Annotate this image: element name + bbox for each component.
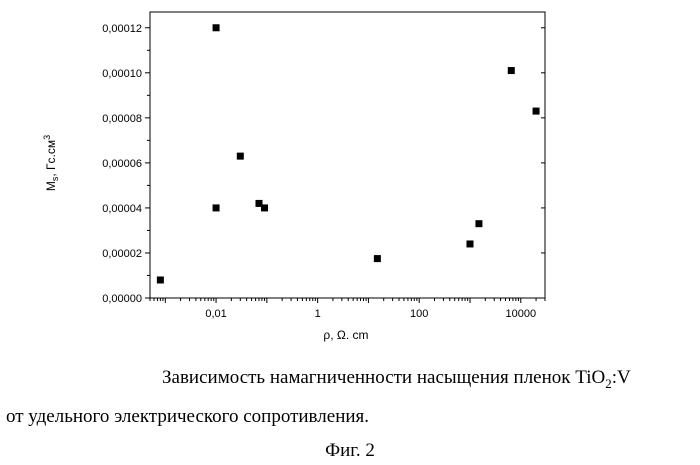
figure-caption-line-2: от удельного электрического сопротивлени… bbox=[6, 406, 370, 427]
y-axis: 0,00000 0,00002 0,00004 0,00006 0,00008 0,000… bbox=[102, 23, 545, 305]
x-tick-label: 10000 bbox=[505, 308, 536, 320]
data-point bbox=[532, 107, 540, 115]
y-axis-label-subscript: s bbox=[50, 176, 60, 181]
figure-caption-line-1: Зависимость намагниченности насыщения пл… bbox=[162, 367, 631, 392]
figure-label: Фиг. 2 bbox=[325, 440, 375, 461]
plot-frame bbox=[149, 11, 546, 299]
y-tick-label: 0,00010 bbox=[102, 68, 142, 80]
scatter-chart: 0,00000 0,00002 0,00004 0,00006 0,00008 0,000… bbox=[42, 11, 546, 342]
y-tick-label: 0,00000 bbox=[102, 293, 142, 305]
data-points bbox=[156, 24, 540, 284]
caption-text-end: :V bbox=[611, 367, 631, 388]
data-point bbox=[212, 204, 220, 212]
plot-border bbox=[149, 11, 546, 299]
y-tick-label: 0,00006 bbox=[102, 158, 142, 170]
data-point bbox=[507, 67, 515, 75]
caption-subscript: 2 bbox=[605, 375, 612, 391]
data-point bbox=[475, 220, 483, 228]
y-axis-label-rest: , Гс.см bbox=[44, 140, 58, 177]
data-point bbox=[236, 152, 244, 160]
y-axis-label-superscript: 3 bbox=[42, 135, 52, 140]
data-point bbox=[212, 24, 220, 32]
y-axis-label-main: M bbox=[44, 181, 58, 191]
y-axis-label: Ms, Гс.см3 bbox=[42, 135, 60, 191]
y-tick-label: 0,00002 bbox=[102, 248, 142, 260]
y-tick-label: 0,00012 bbox=[102, 23, 142, 35]
x-tick-label: 0,01 bbox=[205, 308, 226, 320]
y-tick-label: 0,00004 bbox=[102, 203, 142, 215]
data-point bbox=[255, 199, 263, 207]
data-point bbox=[156, 276, 164, 284]
x-tick-label: 1 bbox=[315, 308, 321, 320]
x-axis-label: ρ, Ω. cm bbox=[323, 328, 368, 342]
data-point bbox=[466, 240, 474, 248]
y-tick-label: 0,00008 bbox=[102, 113, 142, 125]
caption-text: Зависимость намагниченности насыщения пл… bbox=[162, 367, 606, 388]
data-point bbox=[373, 255, 381, 263]
data-point bbox=[261, 204, 269, 212]
x-axis: 0,01 1 100 10000 bbox=[149, 298, 546, 320]
x-tick-label: 100 bbox=[410, 308, 428, 320]
